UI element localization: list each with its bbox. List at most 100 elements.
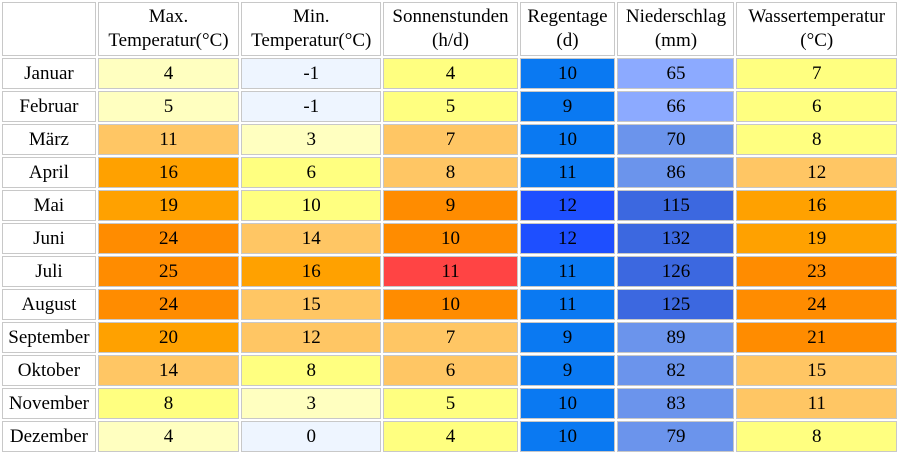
table-row: November 8 3 5 10 83 11	[2, 388, 897, 419]
water-temperature-cell: 19	[736, 223, 897, 254]
header-line: (d)	[556, 30, 579, 51]
precipitation-cell: 83	[617, 388, 735, 419]
max-temperature-cell: 24	[97, 223, 240, 254]
table-row: April 16 6 8 11 86 12	[2, 157, 897, 188]
table-row: September 20 12 7 9 89 21	[2, 322, 897, 353]
min-temperature-cell: 12	[241, 322, 382, 353]
month-cell: November	[2, 388, 96, 419]
month-cell: Juli	[2, 256, 96, 287]
sunshine-hours-cell: 7	[383, 124, 518, 155]
precipitation-cell: 79	[617, 421, 735, 452]
rain-days-cell: 11	[519, 256, 616, 287]
water-temperature-cell: 8	[736, 421, 897, 452]
sunshine-hours-cell: 4	[383, 421, 518, 452]
water-temperature-cell: 21	[736, 322, 897, 353]
header-precipitation: Niederschlag (mm)	[617, 2, 735, 56]
min-temperature-cell: 3	[241, 124, 382, 155]
precipitation-cell: 82	[617, 355, 735, 386]
table-row: März 11 3 7 10 70 8	[2, 124, 897, 155]
header-line: (°C)	[800, 30, 834, 51]
header-line: Temperatur(°C)	[108, 30, 229, 51]
month-cell: Februar	[2, 91, 96, 122]
month-cell: September	[2, 322, 96, 353]
header-line: Max.	[148, 6, 189, 27]
header-line: Regentage	[527, 6, 608, 27]
max-temperature-cell: 19	[97, 190, 240, 221]
max-temperature-cell: 8	[97, 388, 240, 419]
climate-table-body: Januar 4 -1 4 10 65 7 Februar 5 -1 5 9 66 6 März 11 3 7 10…	[2, 58, 897, 452]
precipitation-cell: 65	[617, 58, 735, 89]
water-temperature-cell: 7	[736, 58, 897, 89]
month-cell: Dezember	[2, 421, 96, 452]
max-temperature-cell: 20	[97, 322, 240, 353]
sunshine-hours-cell: 10	[383, 289, 518, 320]
min-temperature-cell: 3	[241, 388, 382, 419]
header-corner	[2, 2, 96, 56]
max-temperature-cell: 16	[97, 157, 240, 188]
rain-days-cell: 12	[519, 223, 616, 254]
month-cell: März	[2, 124, 96, 155]
water-temperature-cell: 15	[736, 355, 897, 386]
table-row: August 24 15 10 11 125 24	[2, 289, 897, 320]
min-temperature-cell: -1	[241, 58, 382, 89]
table-row: Juni 24 14 10 12 132 19	[2, 223, 897, 254]
month-cell: August	[2, 289, 96, 320]
month-cell: April	[2, 157, 96, 188]
month-cell: Juni	[2, 223, 96, 254]
max-temperature-cell: 24	[97, 289, 240, 320]
header-line: (mm)	[654, 30, 698, 51]
precipitation-cell: 126	[617, 256, 735, 287]
month-cell: Mai	[2, 190, 96, 221]
water-temperature-cell: 23	[736, 256, 897, 287]
header-line: (h/d)	[432, 30, 469, 51]
sunshine-hours-cell: 6	[383, 355, 518, 386]
water-temperature-cell: 8	[736, 124, 897, 155]
header-sunshine-hours: Sonnenstunden (h/d)	[383, 2, 518, 56]
water-temperature-cell: 11	[736, 388, 897, 419]
min-temperature-cell: -1	[241, 91, 382, 122]
min-temperature-cell: 6	[241, 157, 382, 188]
header-line: Temperatur(°C)	[251, 30, 372, 51]
sunshine-hours-cell: 5	[383, 388, 518, 419]
header-line: Min.	[293, 6, 330, 27]
header-min-temperature: Min. Temperatur(°C)	[241, 2, 382, 56]
month-cell: Januar	[2, 58, 96, 89]
header-line: Sonnenstunden	[392, 6, 509, 27]
max-temperature-cell: 5	[97, 91, 240, 122]
month-cell: Oktober	[2, 355, 96, 386]
table-row: Oktober 14 8 6 9 82 15	[2, 355, 897, 386]
precipitation-cell: 66	[617, 91, 735, 122]
max-temperature-cell: 14	[97, 355, 240, 386]
rain-days-cell: 9	[519, 322, 616, 353]
rain-days-cell: 9	[519, 91, 616, 122]
precipitation-cell: 132	[617, 223, 735, 254]
min-temperature-cell: 15	[241, 289, 382, 320]
header-line: Niederschlag	[625, 6, 727, 27]
header-row: Max. Temperatur(°C) Min. Temperatur(°C) So…	[2, 2, 897, 56]
rain-days-cell: 10	[519, 421, 616, 452]
sunshine-hours-cell: 11	[383, 256, 518, 287]
water-temperature-cell: 24	[736, 289, 897, 320]
precipitation-cell: 115	[617, 190, 735, 221]
rain-days-cell: 12	[519, 190, 616, 221]
table-row: Januar 4 -1 4 10 65 7	[2, 58, 897, 89]
table-row: Februar 5 -1 5 9 66 6	[2, 91, 897, 122]
sunshine-hours-cell: 10	[383, 223, 518, 254]
water-temperature-cell: 6	[736, 91, 897, 122]
rain-days-cell: 10	[519, 388, 616, 419]
header-rain-days: Regentage (d)	[519, 2, 616, 56]
sunshine-hours-cell: 8	[383, 157, 518, 188]
header-max-temperature: Max. Temperatur(°C)	[97, 2, 240, 56]
max-temperature-cell: 25	[97, 256, 240, 287]
table-row: Dezember 4 0 4 10 79 8	[2, 421, 897, 452]
rain-days-cell: 10	[519, 124, 616, 155]
precipitation-cell: 70	[617, 124, 735, 155]
sunshine-hours-cell: 4	[383, 58, 518, 89]
rain-days-cell: 11	[519, 157, 616, 188]
sunshine-hours-cell: 9	[383, 190, 518, 221]
min-temperature-cell: 8	[241, 355, 382, 386]
precipitation-cell: 125	[617, 289, 735, 320]
header-line: Wassertemperatur	[748, 6, 886, 27]
table-row: Mai 19 10 9 12 115 16	[2, 190, 897, 221]
